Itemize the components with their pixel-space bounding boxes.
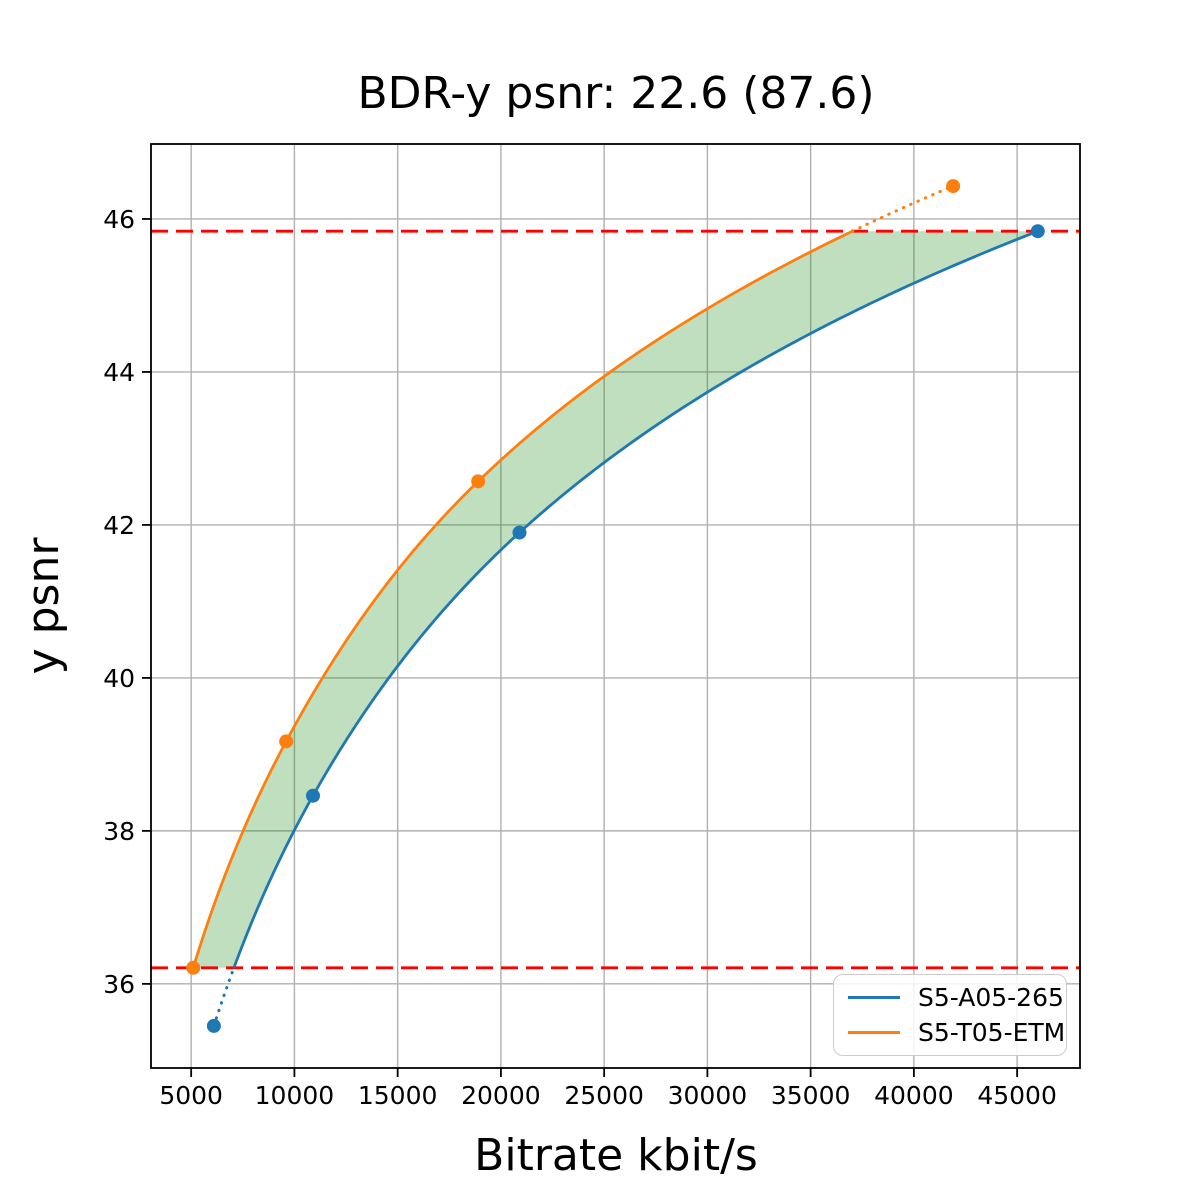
chart-title: BDR-y psnr: 22.6 (87.6) <box>357 68 874 119</box>
x-tick-label: 15000 <box>358 1081 438 1110</box>
tick-labels: 5000 10000 15000 20000 25000 30000 35000 40000 4… <box>103 205 1057 1110</box>
axes-spines <box>150 143 1081 1069</box>
legend: S5-A05-265 S5-T05-ETM <box>833 974 1067 1056</box>
legend-line-swatch-orange <box>848 1031 900 1034</box>
overlap-reference-lines <box>151 229 1080 970</box>
x-tick-label: 25000 <box>564 1081 644 1110</box>
data-point-orange <box>186 960 201 975</box>
curves <box>186 179 1045 1033</box>
data-point-blue <box>305 788 320 803</box>
x-tick-label: 35000 <box>771 1081 851 1110</box>
bd-region-fill <box>193 231 1038 968</box>
legend-label: S5-A05-265 <box>918 983 1064 1012</box>
data-point-orange <box>471 474 486 489</box>
x-tick-label: 45000 <box>977 1081 1057 1110</box>
curve-s5-a05-265 <box>232 229 1039 969</box>
legend-item: S5-T05-ETM <box>848 1020 1066 1045</box>
legend-label: S5-T05-ETM <box>918 1018 1066 1047</box>
curve-s5-t05-etm-dotted <box>850 184 955 233</box>
plot-area: 5000 10000 15000 20000 25000 30000 35000 40000 4… <box>103 143 1081 1110</box>
legend-line-swatch-blue <box>848 996 900 999</box>
data-point-blue <box>512 525 527 540</box>
legend-item: S5-A05-265 <box>848 985 1066 1010</box>
axes-frame <box>142 143 1081 1077</box>
y-tick-label: 40 <box>103 664 135 693</box>
data-point-orange <box>279 734 294 749</box>
x-axis-label: Bitrate kbit/s <box>474 1130 758 1181</box>
y-tick-label: 46 <box>103 205 135 234</box>
y-tick-label: 42 <box>103 511 135 540</box>
y-tick-label: 38 <box>103 817 135 846</box>
x-tick-label: 5000 <box>159 1081 223 1110</box>
x-tick-label: 10000 <box>255 1081 335 1110</box>
y-tick-label: 44 <box>103 358 135 387</box>
gridlines <box>151 144 1080 1068</box>
x-tick-label: 20000 <box>461 1081 541 1110</box>
x-tick-label: 30000 <box>668 1081 748 1110</box>
curve-s5-a05-265-dotted <box>212 966 236 1028</box>
curve-s5-t05-etm <box>191 229 854 969</box>
bd-shaded-region <box>193 231 1038 968</box>
x-tick-label: 40000 <box>874 1081 954 1110</box>
y-axis-label: y psnr <box>18 537 69 675</box>
data-point-orange <box>946 179 961 194</box>
data-point-blue <box>206 1018 221 1033</box>
y-tick-label: 36 <box>103 970 135 999</box>
data-point-blue <box>1030 224 1045 239</box>
